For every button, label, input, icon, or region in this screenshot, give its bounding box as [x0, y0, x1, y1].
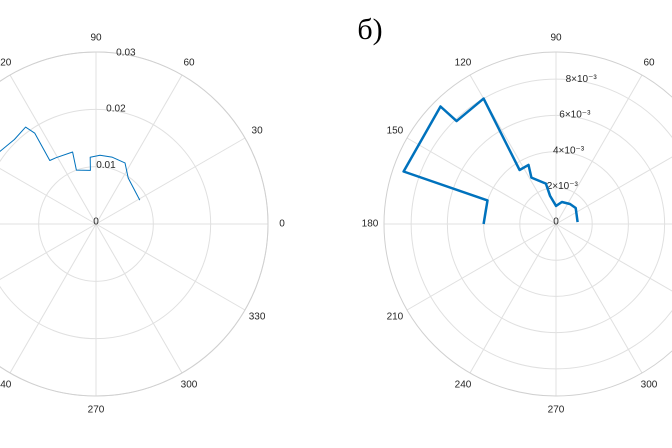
r-tick-label: 6×10⁻³	[559, 110, 591, 121]
outer-circle	[0, 51, 269, 397]
r-tick-label: 0.02	[106, 104, 126, 115]
theta-tick-label: 300	[641, 380, 658, 391]
grid-spoke	[555, 223, 643, 374]
grid-spoke	[95, 223, 183, 374]
grid-spoke	[555, 223, 672, 292]
grid-spoke	[95, 223, 246, 311]
r-tick-label: 4×10⁻³	[553, 145, 585, 156]
theta-tick-label: 120	[0, 58, 12, 69]
theta-tick-label: 240	[455, 380, 472, 391]
grid-spoke	[9, 74, 97, 225]
theta-tick-label: 210	[387, 312, 404, 323]
grid-spoke	[0, 223, 97, 281]
r-tick-label: 0	[553, 217, 559, 228]
grid-spoke	[469, 223, 557, 374]
grid-spoke	[0, 167, 97, 225]
panel-label: б)	[357, 13, 382, 46]
theta-tick-label: 300	[181, 380, 198, 391]
r-tick-label: 2×10⁻³	[547, 181, 579, 192]
theta-tick-label: 150	[387, 126, 404, 137]
theta-tick-label: 270	[548, 405, 565, 416]
grid-spoke	[9, 223, 97, 374]
theta-tick-label: 90	[90, 33, 102, 44]
data-line	[402, 97, 579, 225]
grid-spoke	[95, 74, 183, 225]
theta-tick-label: 180	[362, 219, 379, 230]
grid-spoke	[95, 137, 246, 225]
theta-tick-label: 330	[249, 312, 266, 323]
grid-spoke	[406, 223, 557, 311]
theta-tick-label: 60	[643, 58, 655, 69]
grid-spoke	[469, 74, 557, 225]
theta-tick-label: 270	[88, 405, 105, 416]
theta-tick-label: 30	[252, 126, 264, 137]
grid-spoke	[555, 156, 672, 225]
theta-tick-label: 60	[183, 58, 195, 69]
theta-tick-label: 90	[550, 33, 562, 44]
grid-spoke	[555, 74, 643, 225]
r-tick-label: 0	[93, 217, 99, 228]
r-tick-label: 0.03	[116, 47, 136, 58]
theta-tick-label: 240	[0, 380, 12, 391]
r-tick-label: 8×10⁻³	[566, 74, 598, 85]
grid-spoke	[406, 137, 557, 225]
r-tick-label: 0.01	[96, 160, 116, 171]
data-line	[0, 126, 141, 201]
outer-circle	[383, 51, 672, 397]
theta-tick-label: 120	[455, 58, 472, 69]
theta-tick-label: 0	[279, 219, 285, 230]
